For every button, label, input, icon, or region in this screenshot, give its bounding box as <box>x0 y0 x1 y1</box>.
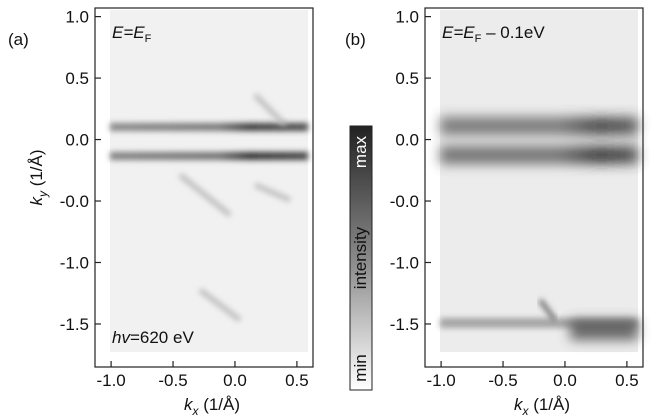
text-part: y <box>36 190 50 198</box>
text-part: E=E <box>442 23 475 42</box>
y-tick-label: 0.5 <box>395 69 419 88</box>
y-tick-label: -1.0 <box>60 253 89 272</box>
text-part: hv <box>112 328 131 347</box>
x-axis-label: kx (1/Å) <box>514 395 570 418</box>
intensity-map-a <box>110 10 308 352</box>
y-tick-label: -1.0 <box>390 253 419 272</box>
text-part: k <box>27 196 46 206</box>
annotation: hv=620 eV <box>112 328 194 347</box>
text-part: =620 eV <box>130 328 194 347</box>
y-tick-label: -0.0 <box>60 192 89 211</box>
text-part: E=E <box>112 23 145 42</box>
intensity-map-b <box>440 10 638 352</box>
text-part: k <box>184 395 194 414</box>
axes-frame <box>424 7 644 368</box>
y-tick-label: 0.5 <box>65 69 89 88</box>
x-tick-label: -0.5 <box>158 371 187 390</box>
x-tick-label: -1.0 <box>96 371 125 390</box>
axes-frame <box>94 7 314 368</box>
text-part: – 0.1eV <box>481 23 545 42</box>
panel-label: (b) <box>345 30 366 49</box>
colorbar-title: intensity <box>351 226 370 289</box>
annotation: E=EF – 0.1eV <box>442 23 545 45</box>
x-tick-label: -1.0 <box>426 371 455 390</box>
y-axis-label: ky (1/Å) <box>27 149 50 205</box>
text-part: k <box>514 395 524 414</box>
x-tick-label: 0.0 <box>553 371 577 390</box>
panel-label: (a) <box>8 30 29 49</box>
text-part: F <box>145 33 152 45</box>
colorbar-min: min <box>351 354 370 381</box>
x-tick-label: -0.5 <box>488 371 517 390</box>
text-part: (1/Å) <box>198 395 240 414</box>
colorbar-max: max <box>351 135 370 168</box>
colorbar: max intensity min <box>349 125 373 391</box>
y-tick-label: 0.0 <box>395 131 419 150</box>
x-axis-label: kx (1/Å) <box>184 395 240 418</box>
text-part: (1/Å) <box>528 395 570 414</box>
y-tick-label: 1.0 <box>395 8 419 27</box>
y-tick-label: 1.0 <box>65 8 89 27</box>
annotation: E=EF <box>112 23 152 45</box>
x-tick-label: 0.5 <box>285 371 309 390</box>
y-tick-label: 0.0 <box>65 131 89 150</box>
x-tick-label: 0.0 <box>223 371 247 390</box>
x-tick-label: 0.5 <box>615 371 639 390</box>
text-part: x <box>191 404 199 418</box>
y-tick-label: -0.0 <box>390 192 419 211</box>
text-part: (1/Å) <box>27 149 46 191</box>
y-tick-label: -1.5 <box>60 315 89 334</box>
y-tick-label: -1.5 <box>390 315 419 334</box>
text-part: x <box>521 404 529 418</box>
text-part: F <box>475 33 482 45</box>
